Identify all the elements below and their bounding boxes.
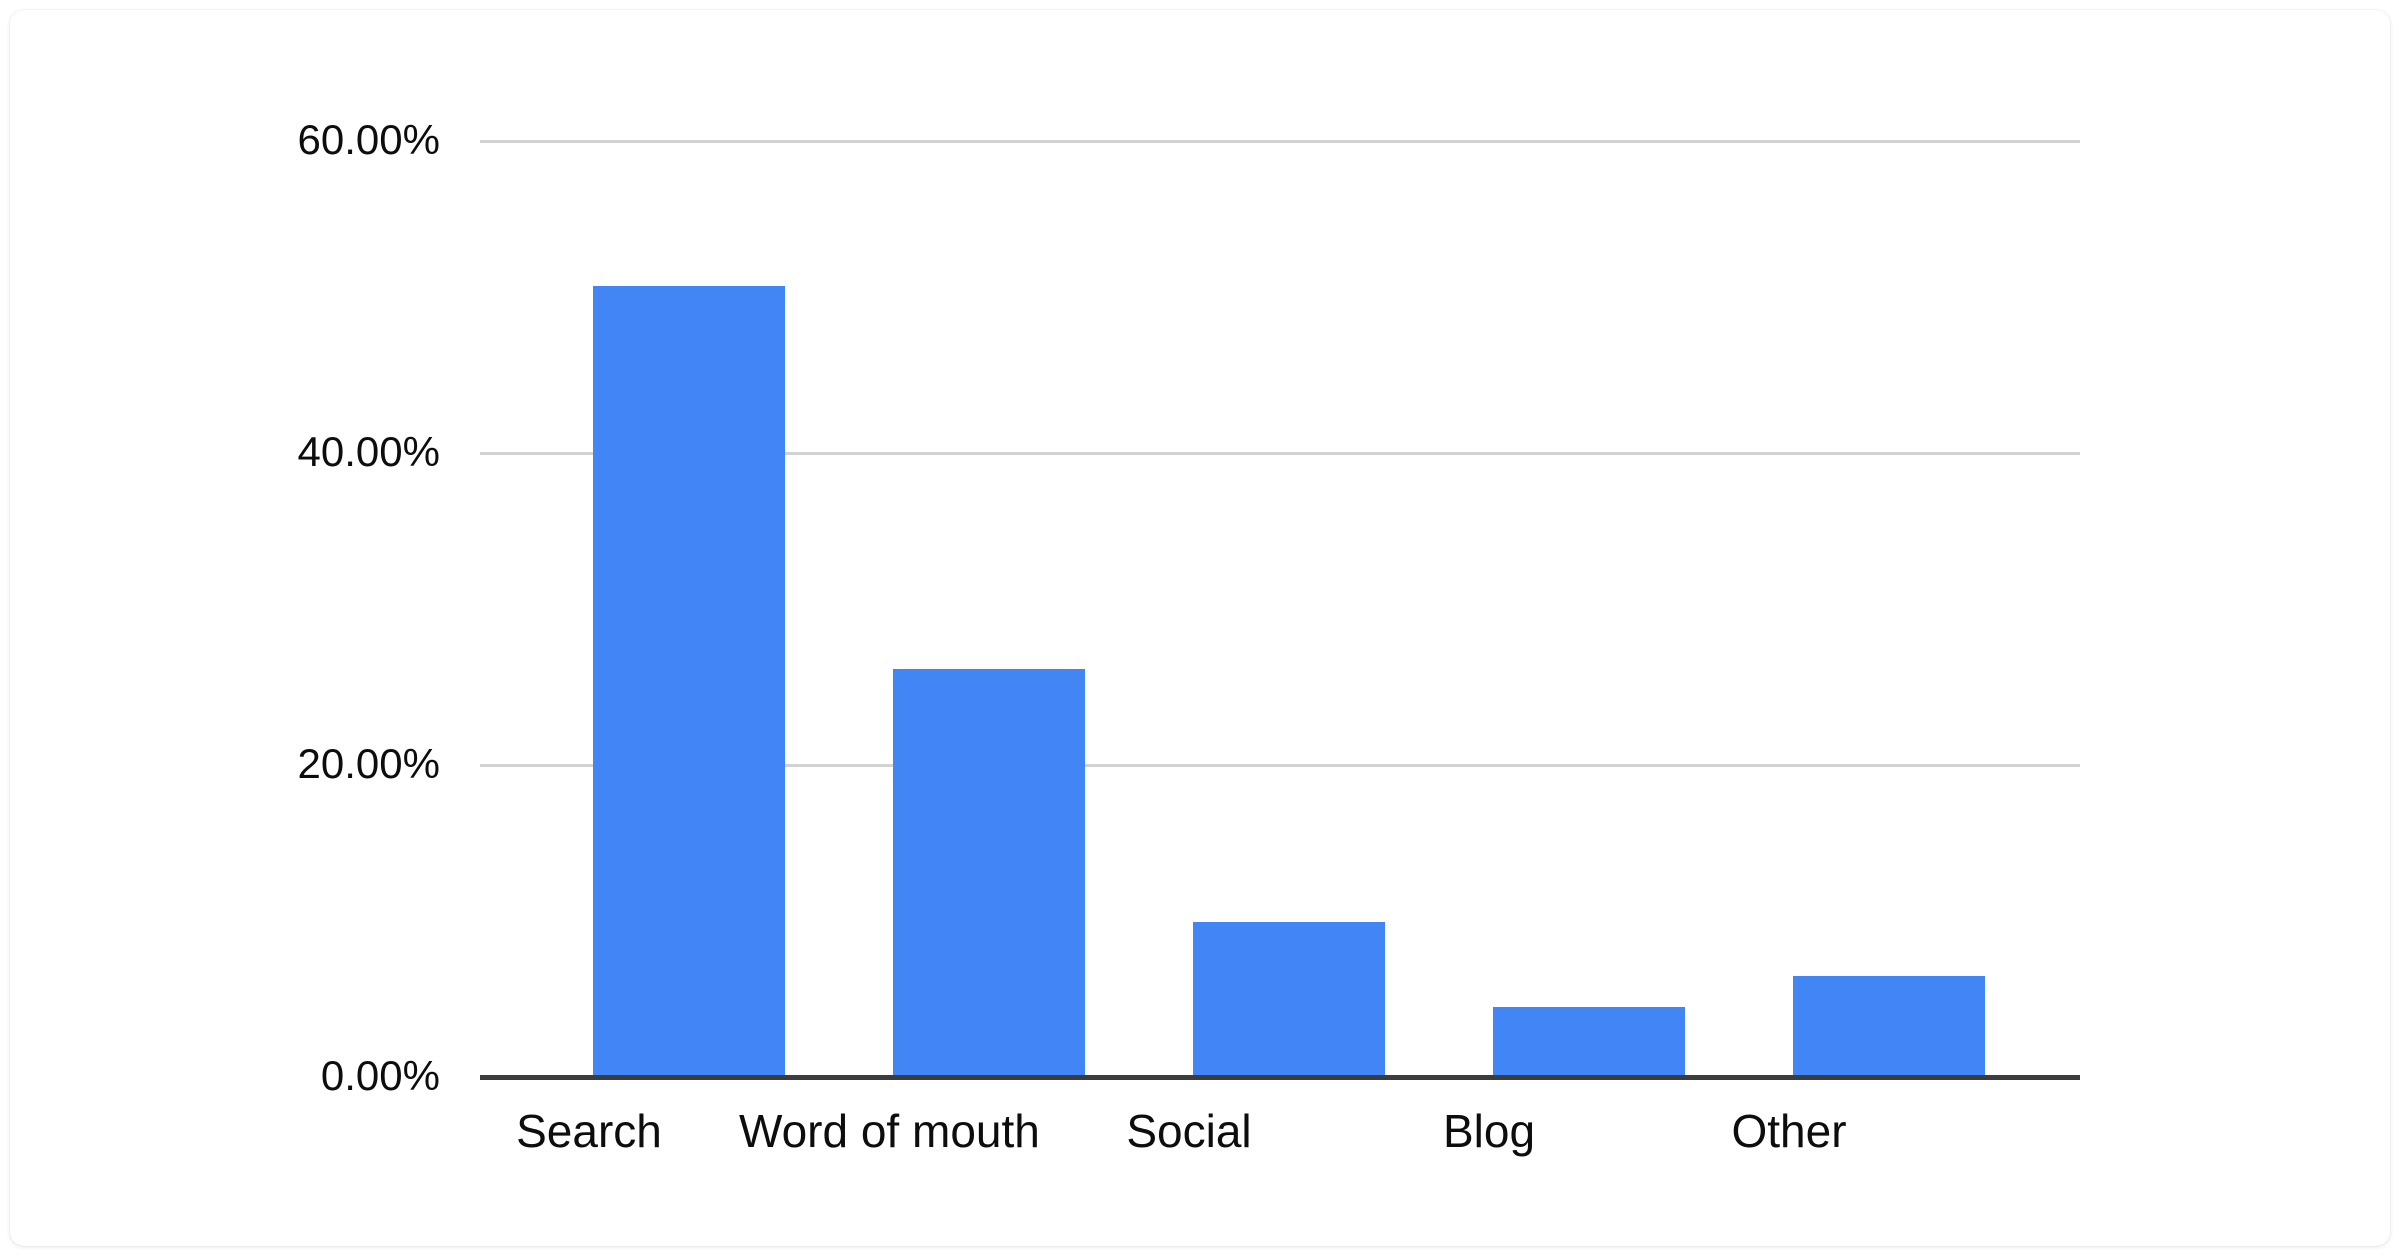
- x-axis-label-blog: Blog: [1442, 1105, 1536, 1157]
- x-axis-label-word-of-mouth: Word of mouth: [739, 1105, 1040, 1157]
- y-axis-tick-label: 60.00%: [297, 116, 440, 163]
- x-axis-line: [480, 1075, 2080, 1080]
- bar-blog[interactable]: [1493, 1006, 1685, 1077]
- plot-area: [480, 140, 2080, 1077]
- y-axis-tick-label: 40.00%: [297, 428, 440, 475]
- chart-card: 60.00% 40.00% 20.00% 0.00% Search Word o…: [10, 10, 2390, 1246]
- bar-word-of-mouth[interactable]: [893, 668, 1085, 1077]
- x-axis-label-social: Social: [1126, 1105, 1252, 1157]
- x-axis-label-other: Other: [1731, 1105, 1847, 1157]
- bar-social[interactable]: [1193, 921, 1385, 1077]
- x-axis-label-search: Search: [516, 1105, 662, 1157]
- y-axis-tick-label: 0.00%: [320, 1052, 440, 1099]
- gridline-40: [480, 452, 2080, 455]
- gridline-60: [480, 140, 2080, 143]
- bar-other[interactable]: [1793, 975, 1985, 1077]
- bar-search[interactable]: [593, 286, 785, 1077]
- gridline-20: [480, 764, 2080, 767]
- y-axis-tick-label: 20.00%: [297, 740, 440, 787]
